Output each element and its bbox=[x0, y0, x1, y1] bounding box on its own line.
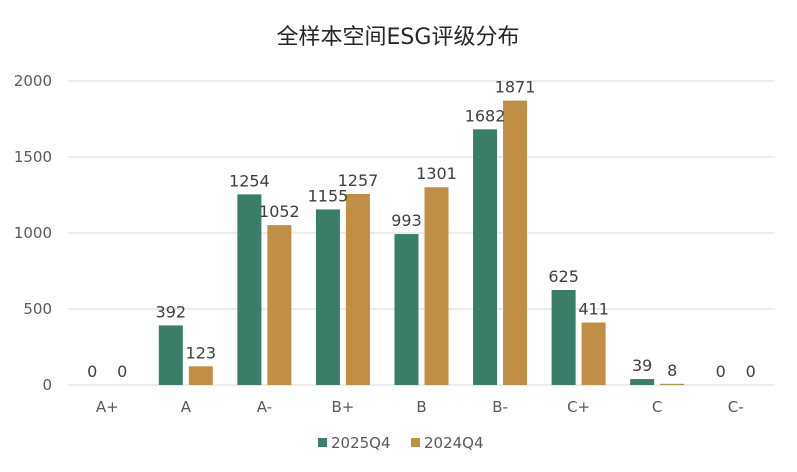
bar-2025Q4 bbox=[551, 290, 576, 385]
data-label: 1301 bbox=[416, 164, 457, 183]
data-label: 0 bbox=[716, 362, 726, 381]
data-label: 39 bbox=[632, 356, 652, 375]
bar-2024Q4 bbox=[660, 383, 685, 385]
bar-2025Q4 bbox=[158, 325, 183, 385]
data-label: 1052 bbox=[259, 202, 300, 221]
y-tick-label: 2000 bbox=[14, 72, 52, 90]
y-tick-label: 1500 bbox=[14, 148, 52, 166]
data-label: 0 bbox=[87, 362, 97, 381]
legend: 2025Q4 2024Q4 bbox=[318, 434, 484, 452]
bar-2025Q4 bbox=[394, 234, 419, 385]
bar-2024Q4 bbox=[267, 225, 292, 385]
bar-2025Q4 bbox=[630, 379, 655, 385]
data-label: 392 bbox=[156, 302, 187, 321]
bar-2024Q4 bbox=[188, 366, 213, 385]
data-label: 411 bbox=[578, 300, 609, 319]
data-label: 1682 bbox=[465, 106, 506, 125]
data-label: 0 bbox=[746, 362, 756, 381]
bar-2024Q4 bbox=[424, 187, 449, 385]
legend-label: 2025Q4 bbox=[331, 434, 391, 452]
data-label: 993 bbox=[391, 211, 422, 230]
x-tick-label: A+ bbox=[96, 398, 119, 416]
x-tick-label: B- bbox=[492, 398, 508, 416]
y-axis: 0 500 1000 1500 2000 bbox=[14, 72, 52, 394]
x-tick-label: A- bbox=[257, 398, 272, 416]
data-label: 1155 bbox=[308, 186, 349, 205]
data-label: 8 bbox=[667, 361, 677, 380]
data-label: 0 bbox=[117, 362, 127, 381]
legend-label: 2024Q4 bbox=[424, 434, 484, 452]
x-tick-label: B bbox=[416, 398, 426, 416]
x-tick-label: C- bbox=[728, 398, 744, 416]
x-axis: A+ A A- B+ B B- C+ C C- bbox=[96, 398, 744, 416]
y-tick-label: 500 bbox=[23, 300, 52, 318]
bar-2024Q4 bbox=[345, 193, 370, 385]
legend-swatch bbox=[318, 438, 327, 447]
data-label: 123 bbox=[186, 343, 217, 362]
gridlines bbox=[68, 80, 775, 386]
bar-2025Q4 bbox=[237, 194, 262, 385]
bar-2025Q4 bbox=[315, 209, 340, 385]
chart-title: 全样本空间ESG评级分布 bbox=[277, 25, 520, 50]
y-tick-label: 0 bbox=[42, 376, 52, 394]
y-tick-label: 1000 bbox=[14, 224, 52, 242]
x-tick-label: A bbox=[181, 398, 192, 416]
data-label: 625 bbox=[548, 267, 579, 286]
bar-2025Q4 bbox=[473, 129, 498, 385]
data-label: 1254 bbox=[229, 171, 270, 190]
bar-2024Q4 bbox=[503, 100, 528, 385]
bar-2024Q4 bbox=[581, 322, 606, 385]
data-label: 1257 bbox=[338, 171, 379, 190]
bars bbox=[158, 100, 685, 385]
x-tick-label: C+ bbox=[567, 398, 590, 416]
data-label: 1871 bbox=[495, 78, 536, 97]
legend-swatch bbox=[411, 438, 420, 447]
x-tick-label: C bbox=[652, 398, 662, 416]
x-tick-label: B+ bbox=[332, 398, 355, 416]
